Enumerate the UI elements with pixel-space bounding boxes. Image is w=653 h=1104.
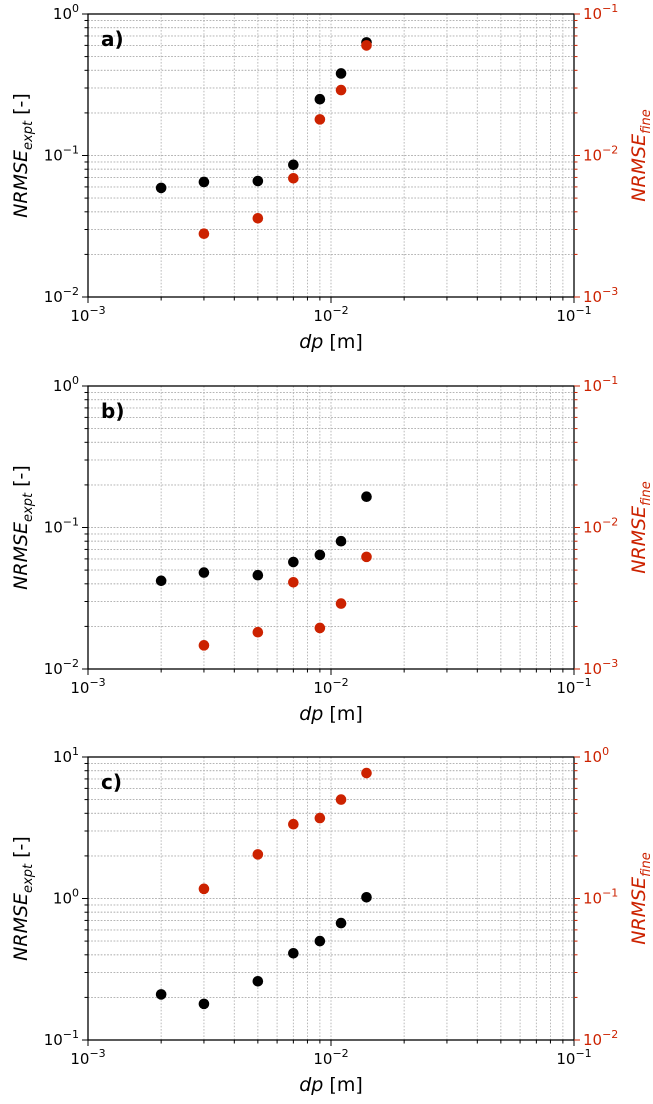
grid	[88, 386, 574, 669]
data-point-right	[314, 622, 326, 634]
y-right-axis-label: NRMSEfine	[628, 852, 653, 945]
y-right-tick-label: 10−2	[583, 516, 618, 537]
y-right-tick-label: 10−2	[583, 144, 618, 165]
x-axis-label: dp [m]	[299, 1074, 363, 1096]
y-right-axis-label: NRMSEfine	[628, 481, 653, 574]
y-left-tick-label: 100	[53, 374, 79, 395]
x-tick-label: 10−2	[313, 1047, 348, 1068]
series-left	[155, 37, 372, 194]
y-left-tick-label: 10−1	[44, 144, 79, 165]
data-point-left	[198, 176, 210, 188]
y-left-tick-label: 100	[53, 2, 79, 23]
y-left-tick-label: 101	[53, 745, 79, 766]
x-tick-label: 10−1	[556, 304, 591, 325]
tick-marks	[82, 385, 580, 675]
data-point-left	[314, 549, 326, 561]
data-point-right	[198, 883, 210, 895]
x-tick-label: 10−1	[556, 676, 591, 697]
y-left-axis-label: NRMSEexpt [-]	[10, 836, 36, 961]
x-axis-label: dp [m]	[299, 703, 363, 725]
grid	[88, 14, 574, 297]
data-point-right	[361, 767, 372, 779]
data-point-right	[314, 812, 326, 824]
data-point-left	[155, 182, 167, 194]
y-left-tick-label: 10−2	[44, 285, 79, 306]
data-point-left	[252, 175, 264, 187]
data-point-right	[198, 228, 210, 240]
data-point-right	[198, 640, 210, 651]
data-point-right	[252, 626, 264, 638]
x-tick-label: 10−2	[313, 304, 348, 325]
data-point-left	[288, 947, 299, 959]
data-point-left	[361, 891, 372, 903]
data-point-left	[335, 917, 347, 929]
data-point-left	[314, 935, 326, 947]
series-right	[198, 551, 372, 651]
data-point-left	[288, 556, 299, 568]
data-point-right	[288, 818, 299, 830]
x-tick-label: 10−3	[70, 1047, 105, 1068]
y-right-tick-label: 10−1	[583, 887, 618, 908]
data-point-left	[288, 159, 299, 171]
data-point-right	[288, 576, 299, 588]
y-left-tick-label: 100	[53, 887, 79, 908]
y-right-tick-label: 10−1	[583, 374, 618, 395]
data-point-right	[288, 173, 299, 184]
y-right-tick-label: 10−3	[583, 657, 618, 678]
series-left	[155, 891, 372, 1010]
data-point-left	[252, 569, 264, 581]
x-tick-label: 10−3	[70, 676, 105, 697]
x-tick-label: 10−1	[556, 1047, 591, 1068]
series-right	[198, 40, 372, 240]
x-tick-label: 10−2	[313, 676, 348, 697]
y-right-tick-label: 10−3	[583, 285, 618, 306]
grid	[88, 757, 574, 1040]
data-point-left	[361, 491, 372, 503]
y-right-tick-label: 100	[583, 745, 609, 766]
y-right-axis-label: NRMSEfine	[628, 109, 653, 202]
panel-label: a)	[101, 27, 124, 51]
data-point-right	[361, 551, 372, 563]
y-right-tick-label: 10−1	[583, 2, 618, 23]
data-point-right	[252, 212, 264, 224]
y-left-tick-label: 10−1	[44, 1028, 79, 1049]
series-left	[155, 491, 372, 587]
data-point-right	[335, 598, 347, 609]
y-left-axis-label: NRMSEexpt [-]	[10, 465, 36, 590]
data-point-left	[198, 567, 210, 578]
data-point-left	[155, 575, 167, 587]
panel-label: b)	[101, 399, 124, 423]
x-axis-label: dp [m]	[299, 331, 363, 353]
panel-label: c)	[101, 770, 122, 794]
x-tick-label: 10−3	[70, 304, 105, 325]
data-point-left	[252, 975, 264, 987]
tick-marks	[82, 756, 580, 1046]
series-right	[198, 767, 372, 895]
data-point-right	[335, 794, 347, 805]
data-point-right	[361, 40, 372, 51]
data-point-left	[198, 998, 210, 1010]
tick-marks	[82, 13, 580, 303]
y-right-tick-label: 10−2	[583, 1028, 618, 1049]
data-point-right	[314, 114, 326, 125]
data-point-left	[335, 68, 347, 79]
y-left-axis-label: NRMSEexpt [-]	[10, 93, 36, 218]
data-point-right	[252, 849, 264, 860]
data-point-right	[335, 84, 347, 96]
data-point-left	[314, 93, 326, 105]
data-point-left	[155, 989, 167, 1000]
data-point-left	[335, 535, 347, 547]
y-left-tick-label: 10−1	[44, 516, 79, 537]
y-left-tick-label: 10−2	[44, 657, 79, 678]
